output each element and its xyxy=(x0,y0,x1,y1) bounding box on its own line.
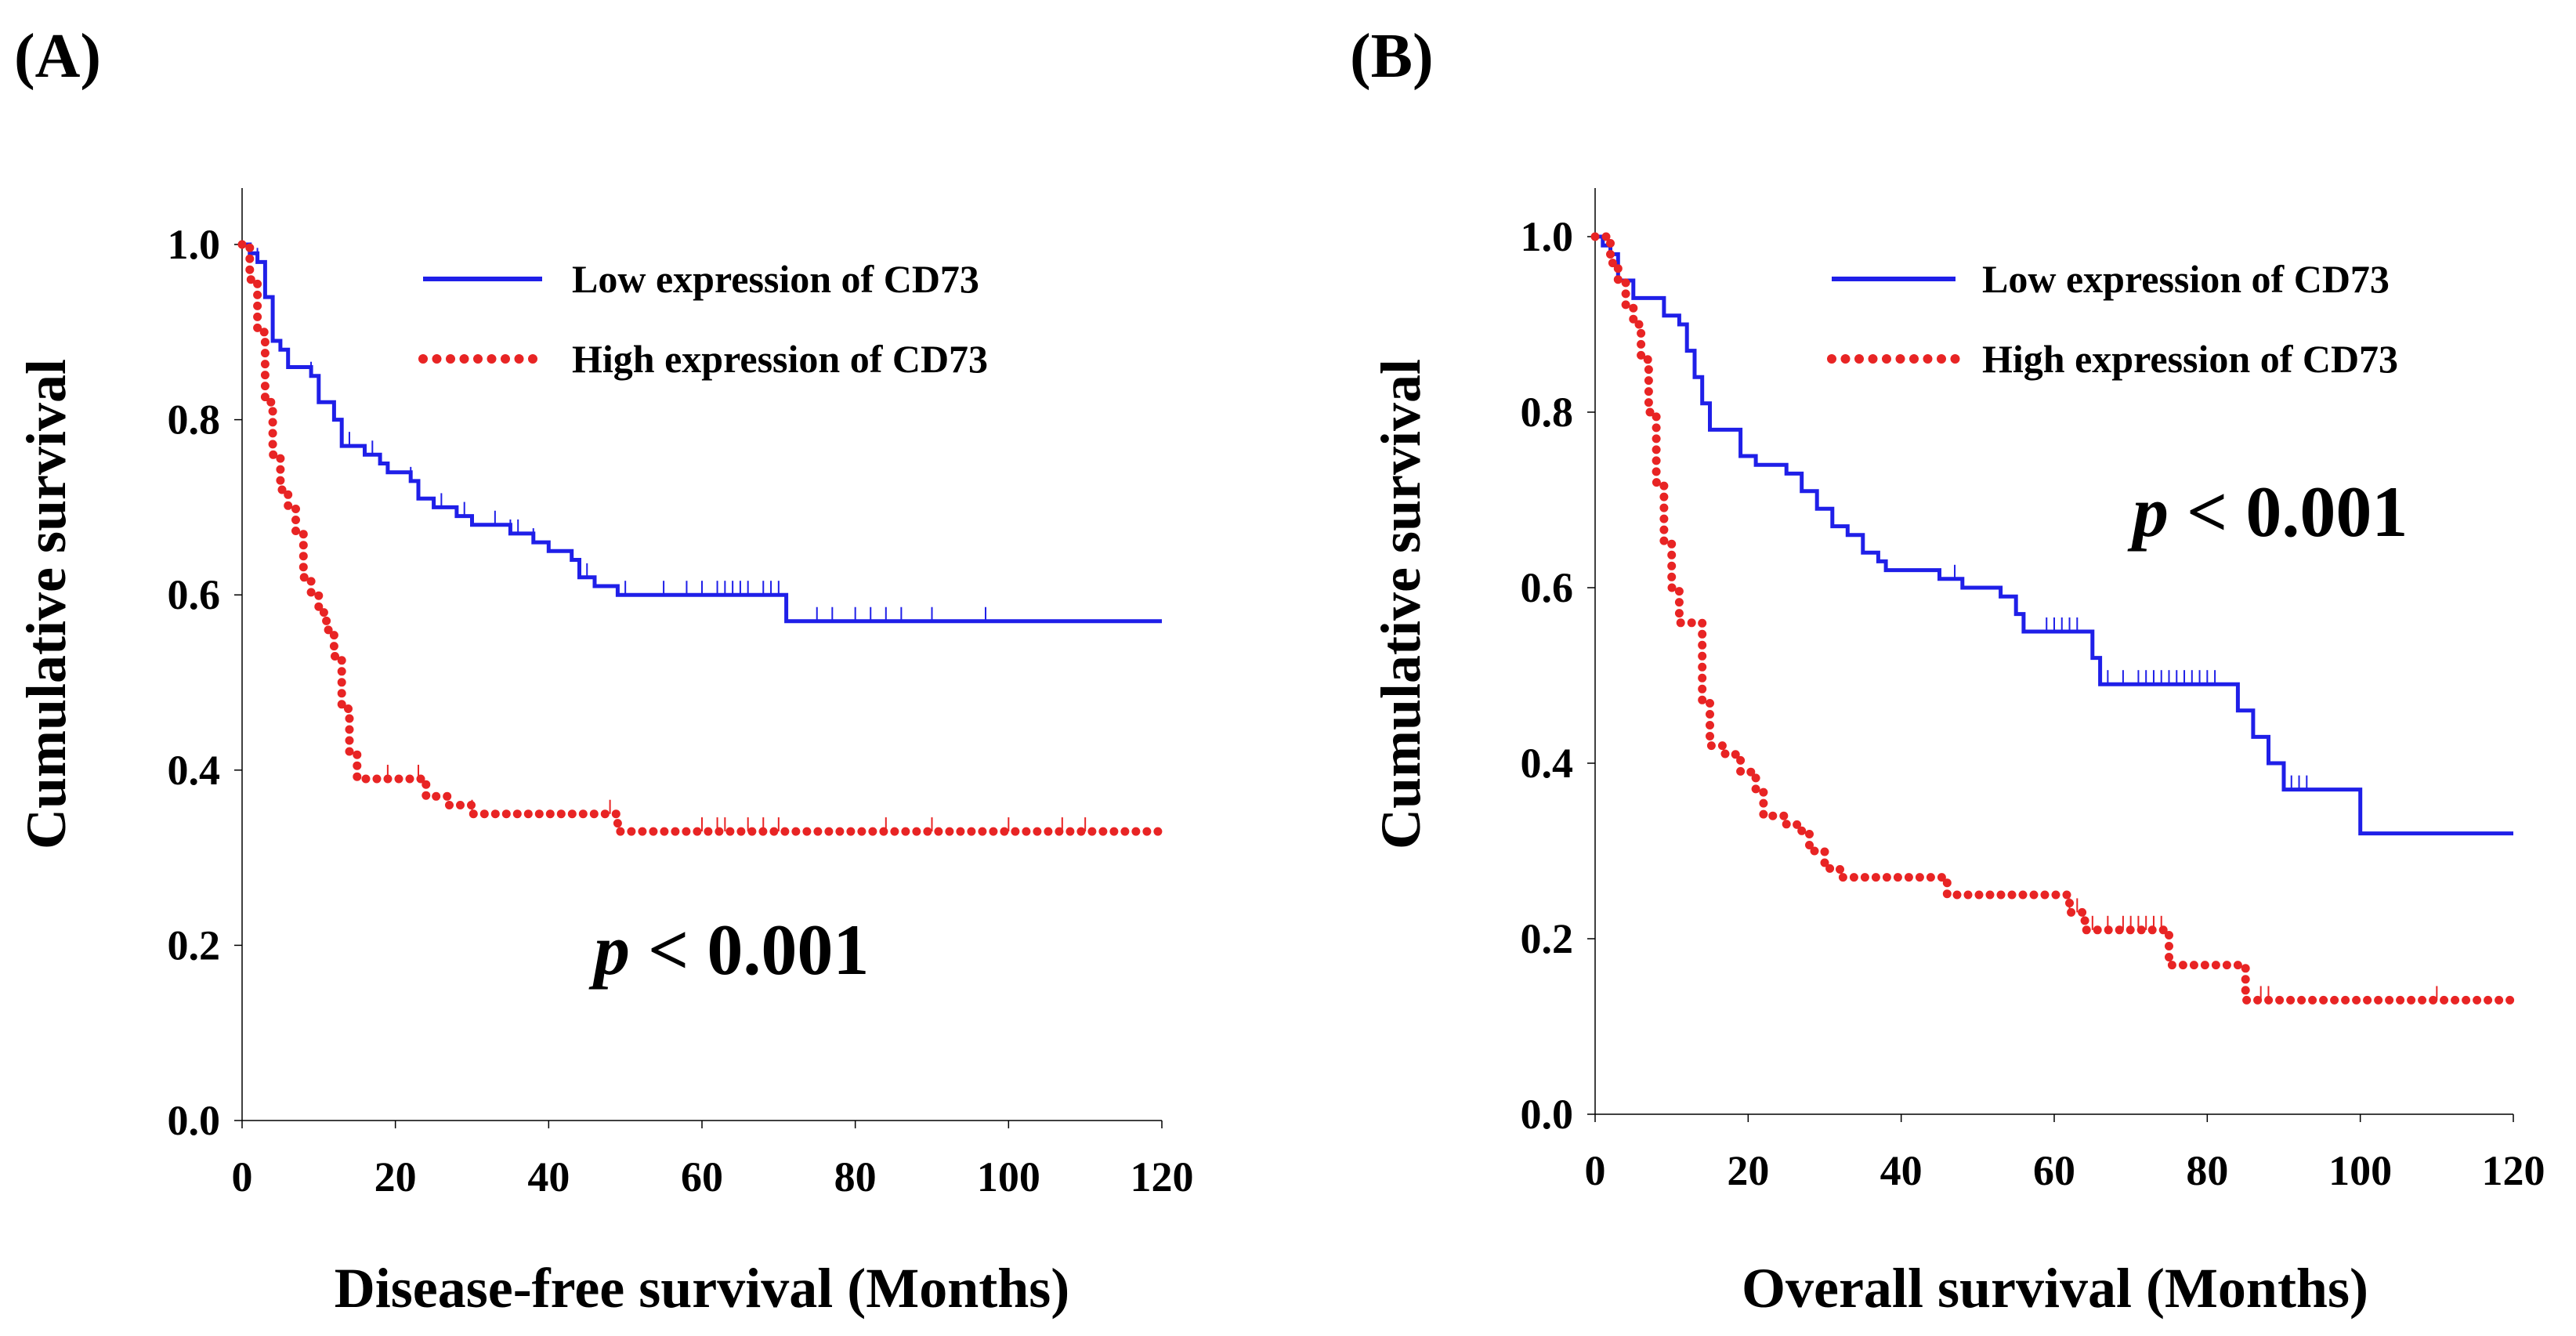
tick-group: 0 20 40 60 80 100 120 0.0 0.2 0.4 0.6 0.8 1.0 xyxy=(168,221,1194,1200)
x-tick-label: 40 xyxy=(527,1153,570,1200)
x-tick-label: 20 xyxy=(1727,1147,1769,1194)
panel-a: (A) Cumulative survival Disease-free sur… xyxy=(14,22,1194,1320)
x-axis-title: Overall survival (Months) xyxy=(1742,1257,2368,1320)
y-tick-label: 0.4 xyxy=(168,747,221,794)
y-tick-label: 1.0 xyxy=(168,221,221,268)
legend-label-high: High expression of CD73 xyxy=(572,337,988,381)
y-tick-label: 0.8 xyxy=(168,396,221,444)
y-tick-label: 1.0 xyxy=(1521,213,1574,260)
legend-label-low: Low expression of CD73 xyxy=(572,257,979,301)
series-group xyxy=(237,240,1167,836)
y-axis-title: Cumulative survival xyxy=(15,359,78,849)
x-tick-label: 60 xyxy=(681,1153,723,1200)
x-tick-label: 80 xyxy=(2186,1147,2228,1194)
panel-label: (B) xyxy=(1350,22,1434,91)
x-tick-label: 120 xyxy=(2482,1147,2545,1194)
series-line-low-expression-of-cd73 xyxy=(1595,234,2513,836)
panel-b: (B) Cumulative survival Overall survival… xyxy=(1350,22,2545,1320)
x-tick-label: 40 xyxy=(1880,1147,1923,1194)
tick-group: 0 20 40 60 80 100 120 0.0 0.2 0.4 0.6 0.8 1.0 xyxy=(1521,213,2545,1194)
series-line-low-expression-of-cd73 xyxy=(242,242,1162,624)
y-tick-label: 0.0 xyxy=(168,1097,221,1144)
y-tick-label: 0.0 xyxy=(1521,1091,1574,1138)
series-line-high-expression-of-cd73 xyxy=(237,240,1167,836)
y-tick-label: 0.4 xyxy=(1521,740,1574,787)
y-axis-title: Cumulative survival xyxy=(1369,359,1432,849)
x-axis-title: Disease-free survival (Months) xyxy=(335,1257,1070,1320)
x-tick-label: 80 xyxy=(834,1153,877,1200)
x-tick-label: 100 xyxy=(977,1153,1040,1200)
y-tick-label: 0.6 xyxy=(1521,564,1574,611)
x-tick-label: 100 xyxy=(2328,1147,2392,1194)
p-value-annotation: p < 0.001 xyxy=(2127,472,2408,552)
panel-label: (A) xyxy=(14,22,101,91)
y-tick-label: 0.2 xyxy=(168,921,221,969)
x-tick-label: 60 xyxy=(2033,1147,2075,1194)
legend-label-low: Low expression of CD73 xyxy=(1982,257,2390,301)
legend-label-high: High expression of CD73 xyxy=(1982,337,2398,381)
x-tick-label: 0 xyxy=(1585,1147,1606,1194)
y-tick-label: 0.2 xyxy=(1521,915,1574,962)
y-tick-label: 0.8 xyxy=(1521,389,1574,436)
x-tick-label: 120 xyxy=(1131,1153,1194,1200)
x-tick-label: 20 xyxy=(374,1153,417,1200)
p-value-annotation: p < 0.001 xyxy=(588,910,869,990)
series-group xyxy=(1590,232,2518,1005)
y-tick-label: 0.6 xyxy=(168,571,221,618)
x-tick-label: 0 xyxy=(232,1153,253,1200)
